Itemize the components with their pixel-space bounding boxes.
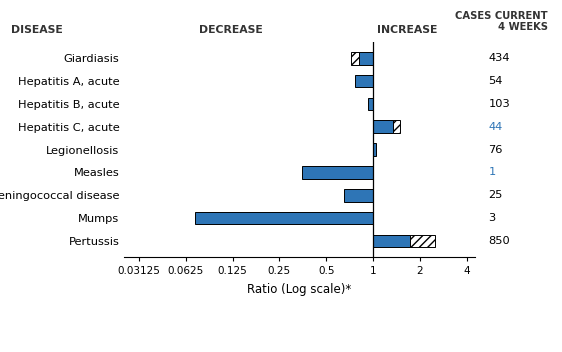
Bar bbox=[373, 143, 377, 156]
Text: CASES CURRENT
4 WEEKS: CASES CURRENT 4 WEEKS bbox=[455, 11, 548, 32]
Text: 3: 3 bbox=[488, 213, 496, 223]
Text: 1: 1 bbox=[488, 168, 496, 177]
Bar bbox=[344, 189, 373, 202]
Text: DECREASE: DECREASE bbox=[198, 25, 262, 34]
Bar bbox=[368, 98, 373, 110]
Bar bbox=[373, 235, 410, 247]
Bar bbox=[410, 235, 435, 247]
Text: INCREASE: INCREASE bbox=[377, 25, 438, 34]
Text: 76: 76 bbox=[488, 145, 503, 155]
Bar bbox=[373, 120, 393, 133]
Text: DISEASE: DISEASE bbox=[11, 25, 63, 34]
Text: 103: 103 bbox=[488, 99, 510, 109]
Bar bbox=[351, 52, 359, 64]
Text: 434: 434 bbox=[488, 53, 510, 63]
Bar bbox=[195, 212, 373, 225]
Text: 850: 850 bbox=[488, 236, 510, 246]
Text: 54: 54 bbox=[488, 76, 503, 86]
Bar bbox=[359, 52, 373, 64]
Bar bbox=[302, 166, 373, 179]
Text: 44: 44 bbox=[488, 122, 503, 132]
Bar bbox=[356, 75, 373, 87]
X-axis label: Ratio (Log scale)*: Ratio (Log scale)* bbox=[247, 283, 351, 296]
Text: 25: 25 bbox=[488, 190, 503, 200]
Bar bbox=[393, 120, 400, 133]
